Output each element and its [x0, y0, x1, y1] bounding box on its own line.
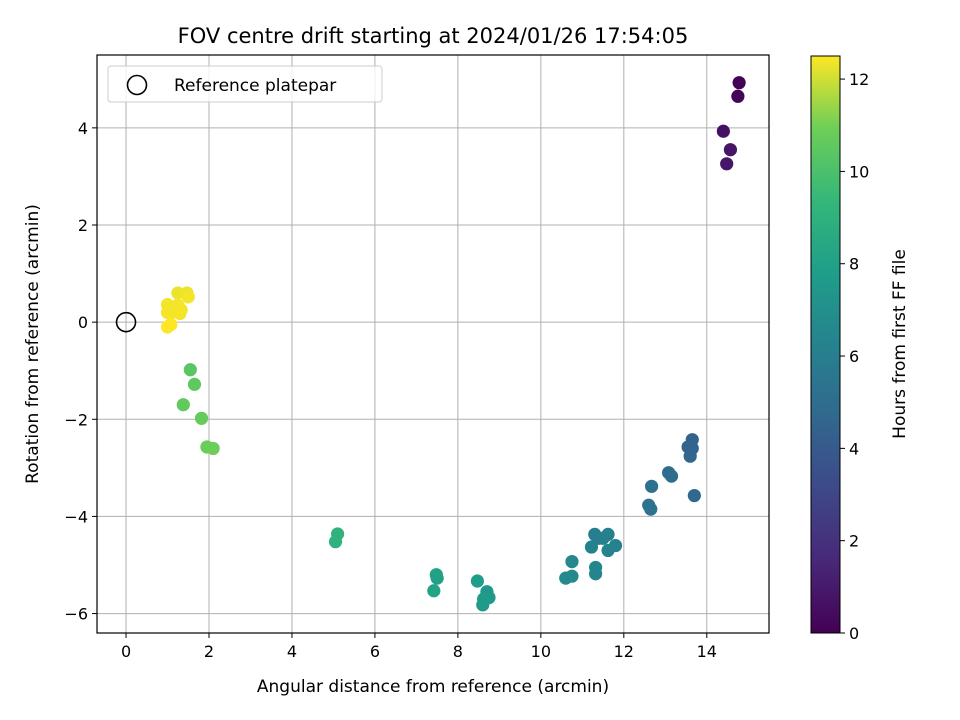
data-point — [565, 555, 579, 569]
y-axis-ticks: −6 −4 −2 0 2 4 — [64, 119, 97, 624]
data-point — [173, 306, 187, 320]
data-point — [601, 543, 615, 558]
y-tick-label: 2 — [78, 216, 88, 235]
colorbar-tick-label: 2 — [849, 532, 859, 551]
x-axis-ticks: 0 2 4 6 8 10 12 14 — [121, 633, 717, 661]
colorbar — [810, 55, 841, 634]
colorbar-tick-label: 0 — [849, 624, 859, 643]
data-point — [183, 363, 197, 377]
legend-box — [107, 65, 383, 103]
x-tick-label: 8 — [453, 642, 463, 661]
y-tick-label: 4 — [78, 119, 88, 138]
data-point — [176, 398, 190, 412]
data-point — [559, 571, 573, 585]
x-tick-label: 4 — [287, 642, 297, 661]
data-point — [194, 411, 209, 425]
y-tick-label: −6 — [64, 605, 88, 624]
x-tick-label: 2 — [204, 642, 214, 661]
data-point — [470, 574, 484, 588]
data-point — [731, 89, 745, 103]
y-tick-label: −4 — [64, 507, 88, 526]
data-point — [664, 469, 679, 483]
data-point — [732, 76, 746, 90]
data-point — [645, 479, 659, 493]
data-point — [687, 488, 701, 503]
colorbar-tick-label: 4 — [849, 439, 859, 458]
data-point — [644, 502, 658, 516]
data-point — [328, 535, 343, 549]
legend-marker — [126, 74, 148, 96]
plot-frame — [96, 54, 770, 634]
colorbar-tick-label: 6 — [849, 347, 859, 366]
colorbar-tick-label: 12 — [849, 70, 869, 89]
x-tick-label: 0 — [121, 642, 131, 661]
legend-entry-reference: Reference platepar — [174, 76, 336, 96]
x-tick-label: 10 — [531, 642, 551, 661]
reference-marker — [115, 311, 137, 333]
data-point — [160, 305, 175, 320]
legend: Reference platepar — [107, 65, 383, 103]
x-axis-label: Angular distance from reference (arcmin) — [257, 677, 609, 697]
data-point — [589, 567, 603, 581]
data-point — [596, 531, 610, 545]
chart-title: FOV centre drift starting at 2024/01/26 … — [178, 24, 689, 48]
data-point — [716, 124, 730, 138]
y-tick-label: −2 — [64, 410, 88, 429]
data-point — [723, 143, 738, 157]
data-point — [427, 584, 441, 598]
data-point — [206, 441, 220, 456]
colorbar-ticks: 0 2 4 6 8 10 12 — [840, 70, 869, 643]
colorbar-tick-label: 8 — [849, 255, 859, 274]
colorbar-tick-label: 10 — [849, 162, 869, 181]
y-axis-label: Rotation from reference (arcmin) — [23, 204, 43, 484]
data-point — [683, 449, 697, 463]
data-points — [160, 76, 746, 612]
y-tick-label: 0 — [78, 313, 88, 332]
data-point — [160, 320, 175, 334]
data-point — [430, 571, 444, 585]
x-tick-label: 6 — [370, 642, 380, 661]
data-point — [476, 598, 490, 612]
data-point — [171, 286, 185, 300]
data-point — [584, 540, 599, 554]
x-tick-label: 12 — [614, 642, 634, 661]
x-tick-label: 14 — [697, 642, 717, 661]
data-point — [181, 290, 195, 304]
grid — [97, 55, 769, 633]
colorbar-label: Hours from first FF file — [890, 249, 910, 439]
data-point — [720, 157, 734, 171]
data-point — [187, 377, 202, 391]
